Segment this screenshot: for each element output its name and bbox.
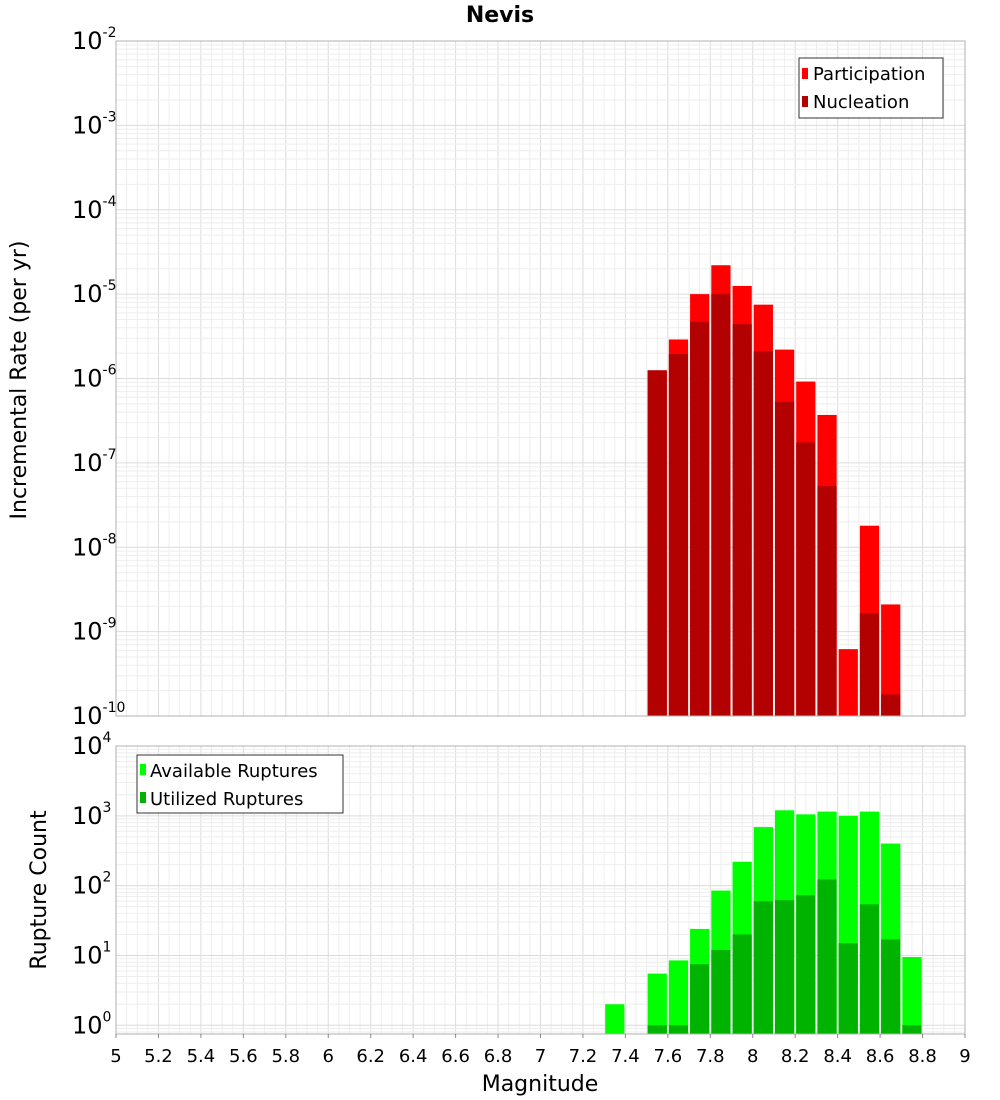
nucleation-bar	[690, 321, 710, 716]
x-tick-label: 6.8	[484, 1046, 513, 1067]
utilized-ruptures-bar	[881, 939, 901, 1034]
incremental-rate-y-ticks: 10-10 10-9 10-8 10-7 10-6 10-5 10-4 10-3 10-2	[72, 25, 125, 730]
incremental-rate-panel: 10-10 10-9 10-8 10-7 10-6 10-5 10-4 10-3 10-2 In…	[7, 25, 966, 730]
x-tick-label: 6	[323, 1046, 334, 1067]
y-tick-label: 103	[72, 800, 111, 830]
x-tick-label: 8.8	[908, 1046, 937, 1067]
legend-box	[136, 754, 344, 814]
x-axis-label: Magnitude	[482, 1072, 599, 1097]
utilized-ruptures-bar	[647, 1025, 667, 1034]
x-tick-label: 5.2	[144, 1046, 173, 1067]
legend-label-nucleation: Nucleation	[813, 92, 909, 113]
y-tick-label: 10-9	[72, 616, 117, 646]
participation-bar	[838, 649, 858, 716]
rupture-count-y-axis-label: Rupture Count	[27, 810, 52, 970]
incremental-rate-y-axis-label: Incremental Rate (per yr)	[7, 241, 32, 520]
legend-swatch-utilized-ruptures	[140, 792, 146, 803]
nucleation-bar	[881, 694, 901, 716]
legend-label-available-ruptures: Available Ruptures	[150, 761, 318, 782]
x-tick-label: 8	[747, 1046, 758, 1067]
utilized-ruptures-bar	[796, 895, 816, 1034]
incremental-rate-bars	[647, 265, 901, 716]
y-tick-label: 104	[72, 730, 112, 760]
magnitude-x-ticks: 5 5.2 5.4 5.6 5.8 6 6.2 6.4 6.6 6.8 7 7.2 7.4 7.6 7.8 8…	[110, 1034, 971, 1067]
utilized-ruptures-bar	[859, 904, 880, 1034]
utilized-ruptures-bar	[668, 1025, 689, 1034]
x-tick-label: 8.4	[823, 1046, 852, 1067]
utilized-ruptures-bar	[902, 1025, 922, 1034]
x-tick-label: 8.6	[866, 1046, 895, 1067]
nucleation-bar	[647, 370, 667, 716]
nucleation-bar	[668, 354, 689, 716]
nucleation-bar	[859, 613, 880, 716]
legend-box	[798, 57, 944, 119]
nucleation-bar	[817, 486, 837, 716]
x-tick-label: 5	[110, 1046, 121, 1067]
x-tick-label: 6.6	[441, 1046, 470, 1067]
nucleation-bar	[711, 294, 731, 716]
x-tick-label: 6.4	[399, 1046, 428, 1067]
available-ruptures-bar	[902, 957, 922, 1034]
utilized-ruptures-bar	[732, 934, 752, 1034]
nucleation-bar	[774, 401, 795, 716]
chart-title: Nevis	[466, 3, 534, 28]
x-tick-label: 6.2	[356, 1046, 385, 1067]
y-tick-label: 100	[72, 1009, 111, 1039]
incremental-rate-grid	[115, 40, 966, 717]
utilized-ruptures-bar	[753, 901, 773, 1034]
y-tick-label: 10-2	[72, 25, 117, 55]
nucleation-bar	[796, 442, 816, 716]
y-tick-label: 10-6	[72, 363, 117, 393]
incremental-rate-plot-frame	[115, 40, 966, 717]
x-tick-label: 7.2	[569, 1046, 598, 1067]
y-tick-label: 10-3	[72, 109, 117, 139]
utilized-ruptures-bar	[774, 900, 795, 1034]
legend-label-participation: Participation	[813, 64, 925, 85]
y-tick-label: 10-8	[72, 531, 117, 561]
x-tick-label: 5.6	[229, 1046, 258, 1067]
y-tick-label: 10-10	[72, 700, 125, 730]
y-tick-label: 102	[72, 870, 111, 900]
utilized-ruptures-bar	[838, 943, 858, 1034]
y-tick-label: 10-4	[72, 194, 117, 224]
nucleation-bar	[732, 324, 752, 716]
rupture-count-legend: Available Ruptures Utilized Ruptures	[136, 754, 344, 814]
rupture-count-y-ticks: 100 101 102 103 104	[72, 730, 112, 1039]
y-tick-label: 101	[72, 939, 111, 969]
legend-swatch-available-ruptures	[140, 764, 146, 775]
rupture-count-panel: 100 101 102 103 104 Rupture Count Available …	[27, 730, 966, 1039]
available-ruptures-bar	[605, 1004, 625, 1034]
x-tick-label: 7.8	[696, 1046, 725, 1067]
rupture-count-bars	[605, 810, 922, 1034]
x-tick-label: 7	[535, 1046, 546, 1067]
utilized-ruptures-bar	[711, 949, 731, 1034]
legend-swatch-nucleation	[802, 96, 808, 107]
x-tick-label: 5.8	[271, 1046, 300, 1067]
x-tick-label: 7.4	[611, 1046, 640, 1067]
x-tick-label: 5.4	[187, 1046, 216, 1067]
x-tick-label: 8.2	[781, 1046, 810, 1067]
y-tick-label: 10-5	[72, 278, 117, 308]
incremental-rate-legend: Participation Nucleation	[798, 57, 944, 119]
available-ruptures-bar	[668, 960, 689, 1034]
legend-swatch-participation	[802, 68, 808, 79]
utilized-ruptures-bar	[690, 964, 710, 1034]
available-ruptures-bar	[647, 973, 667, 1034]
participation-bar	[881, 604, 901, 716]
x-tick-label: 7.6	[654, 1046, 683, 1067]
nucleation-bar	[753, 351, 773, 716]
y-tick-label: 10-7	[72, 447, 117, 477]
utilized-ruptures-bar	[817, 879, 837, 1034]
legend-label-utilized-ruptures: Utilized Ruptures	[150, 789, 303, 810]
x-tick-label: 9	[959, 1046, 970, 1067]
